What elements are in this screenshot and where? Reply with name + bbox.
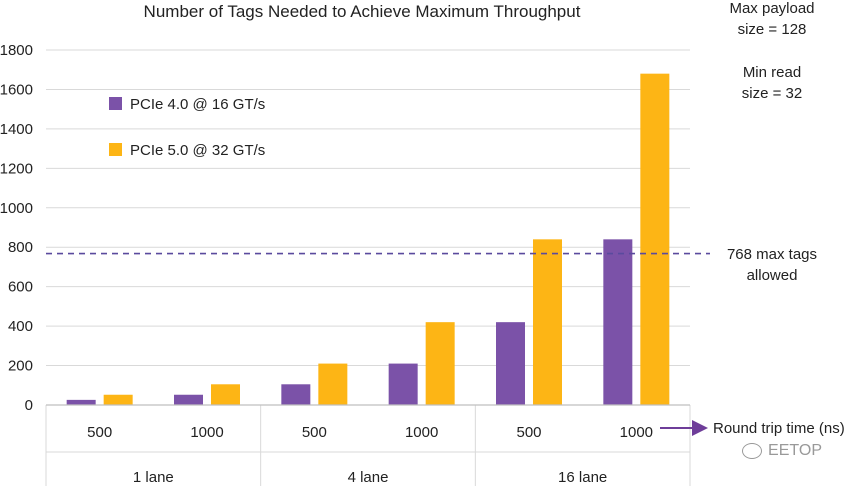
max-payload-line2: size = 128 — [737, 21, 807, 38]
x-tick-label: 500 — [516, 424, 541, 441]
bar-pcie4 — [66, 399, 96, 405]
x-tick-label: 1000 — [405, 424, 438, 441]
x-axis: 500 1000 500 1000 500 1000 1 lane 4 lane 16 lane — [45, 404, 691, 486]
y-tick-label: 600 — [8, 279, 33, 296]
y-tick-label: 1600 — [0, 81, 33, 98]
max-payload-line1: Max payload — [729, 0, 815, 17]
max-payload-note: Max payload size = 128 — [720, 0, 824, 40]
min-read-line1: Min read — [742, 64, 802, 81]
bar-pcie4 — [174, 394, 203, 405]
legend-label-pcie5: PCIe 5.0 @ 32 GT/s — [130, 142, 265, 159]
reference-label-line2: allowed — [747, 267, 798, 284]
x-tick-label: 1000 — [190, 424, 223, 441]
group-label: 16 lane — [558, 469, 607, 486]
min-read-line2: size = 32 — [741, 85, 803, 102]
wechat-icon — [742, 443, 763, 459]
group-label: 4 lane — [348, 469, 389, 486]
y-tick-label: 400 — [8, 318, 33, 335]
y-axis-ticks: 0 200 400 600 800 1000 1200 1400 1600 1800 — [0, 42, 33, 414]
bar-pcie4 — [603, 239, 633, 405]
y-tick-label: 1000 — [0, 200, 33, 217]
y-tick-label: 800 — [8, 239, 33, 256]
watermark: EETOP — [742, 442, 822, 460]
bar-pcie5 — [533, 239, 562, 405]
legend: PCIe 4.0 @ 16 GT/s PCIe 5.0 @ 32 GT/s — [109, 96, 265, 159]
reference-label-line1: 768 max tags — [727, 246, 817, 263]
x-tick-label: 500 — [302, 424, 327, 441]
legend-swatch-pcie5 — [109, 143, 122, 156]
legend-label-pcie4: PCIe 4.0 @ 16 GT/s — [130, 96, 265, 113]
bar-pcie5 — [318, 363, 348, 405]
y-tick-label: 0 — [25, 397, 33, 414]
bars — [66, 73, 670, 406]
bar-pcie4 — [388, 363, 418, 405]
bar-pcie5 — [211, 384, 240, 405]
y-tick-label: 200 — [8, 358, 33, 375]
legend-swatch-pcie4 — [109, 97, 122, 110]
y-tick-label: 1200 — [0, 160, 33, 177]
group-label: 1 lane — [133, 469, 174, 486]
watermark-text: EETOP — [768, 442, 822, 459]
x-axis-title: Round trip time (ns) — [713, 420, 845, 437]
x-tick-label: 500 — [87, 424, 112, 441]
bar-pcie4 — [496, 322, 525, 405]
x-tick-label: 1000 — [620, 424, 653, 441]
bar-pcie5 — [425, 322, 455, 405]
min-read-note: Min read size = 32 — [720, 62, 824, 104]
bar-pcie5 — [103, 394, 133, 405]
y-tick-label: 1800 — [0, 42, 33, 59]
chart-title: Number of Tags Needed to Achieve Maximum… — [144, 2, 581, 21]
y-tick-label: 1400 — [0, 121, 33, 138]
bar-pcie4 — [281, 384, 311, 405]
bar-pcie5 — [640, 73, 670, 406]
